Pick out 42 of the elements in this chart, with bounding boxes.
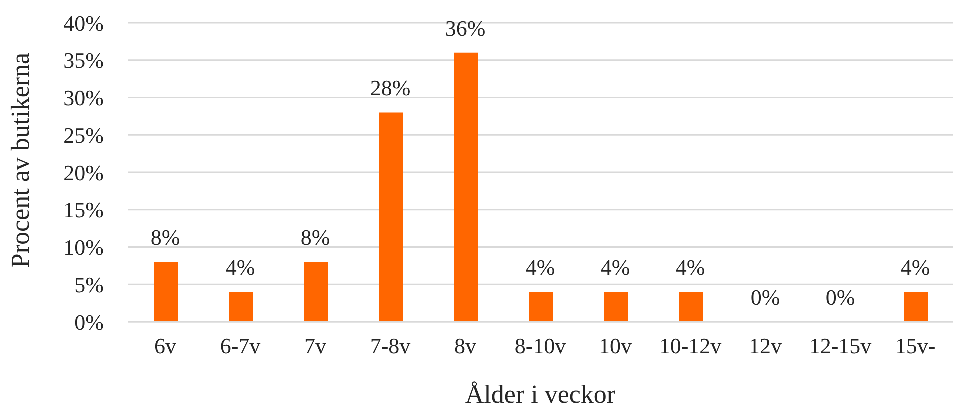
y-tick-label: 40% — [64, 10, 104, 36]
y-axis-title: Procent av butikerna — [6, 52, 36, 268]
data-label: 28% — [370, 76, 411, 101]
x-tick-label: 7v — [304, 334, 326, 359]
bar — [379, 112, 403, 322]
x-tick-label: 12-15v — [809, 334, 872, 359]
bar — [304, 262, 328, 322]
x-axis-title: Ålder i veckor — [465, 380, 616, 407]
data-label: 4% — [900, 255, 930, 280]
data-label: 4% — [226, 255, 256, 280]
data-label: 4% — [676, 255, 706, 280]
x-tick-label: 7-8v — [370, 334, 411, 359]
y-tick-label: 15% — [64, 198, 104, 223]
y-tick-label: 0% — [74, 310, 104, 335]
bar — [229, 292, 253, 322]
x-tick-label: 6v — [154, 334, 176, 359]
x-tick-label: 12v — [749, 334, 782, 359]
y-tick-label: 5% — [74, 272, 104, 298]
data-label: 8% — [150, 225, 180, 250]
bar — [904, 292, 928, 322]
data-label: 0% — [826, 285, 856, 310]
x-tick-label: 8v — [454, 334, 476, 359]
y-tick-label: 35% — [64, 48, 104, 74]
x-tick-label: 15v- — [895, 334, 936, 359]
y-tick-label: 20% — [64, 160, 104, 186]
data-label: 36% — [445, 16, 486, 41]
bar — [454, 52, 478, 322]
x-tick-label: 10v — [599, 334, 632, 359]
bar — [604, 292, 628, 322]
data-label: 8% — [300, 225, 330, 250]
y-tick-label: 30% — [64, 86, 104, 111]
x-tick-label: 6-7v — [220, 334, 261, 359]
y-tick-label: 25% — [64, 122, 104, 148]
bar — [679, 292, 703, 322]
x-tick-label: 10-12v — [659, 334, 722, 359]
bar — [529, 292, 553, 322]
bar — [154, 262, 178, 322]
data-label: 4% — [526, 255, 556, 280]
y-tick-label: 10% — [64, 235, 104, 260]
data-label: 4% — [600, 255, 630, 280]
x-tick-label: 8-10v — [514, 334, 566, 359]
data-label: 0% — [750, 285, 780, 310]
